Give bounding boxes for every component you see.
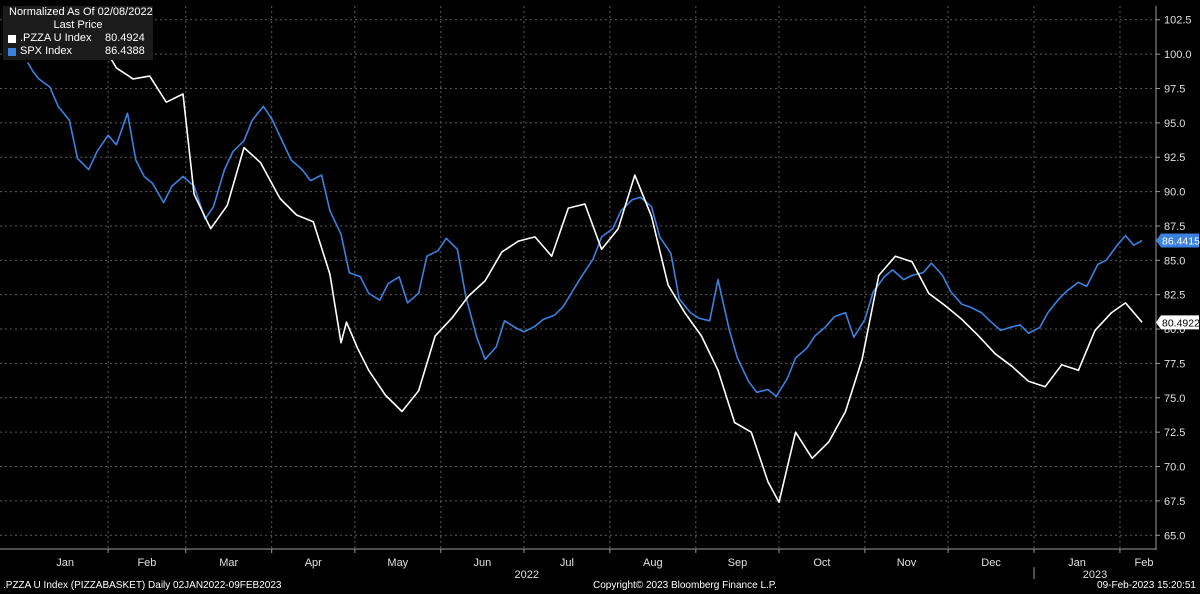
footer-timestamp: 09-Feb-2023 15:20:51 xyxy=(1097,580,1196,591)
tag-shape xyxy=(1156,315,1199,330)
y-tick-label: 72.5 xyxy=(1164,427,1185,439)
y-tick-label: 82.5 xyxy=(1164,290,1185,302)
last-price-tag-spx: 86.4415 xyxy=(1156,233,1200,248)
last-price-tag-pzza: 80.4922 xyxy=(1156,315,1200,330)
tag-label: 86.4415 xyxy=(1162,236,1200,248)
legend-swatch-pzza xyxy=(8,35,16,43)
x-month-label: May xyxy=(387,557,408,569)
x-month-label: Aug xyxy=(643,557,663,569)
chart-series xyxy=(27,53,1143,504)
x-month-label: Feb xyxy=(137,557,156,569)
last-price-tags: 80.4922 86.4415 xyxy=(1156,233,1200,330)
y-tick-label: 97.5 xyxy=(1164,83,1185,95)
legend-entry-spx[interactable]: SPX Index 86.4388 xyxy=(3,45,153,58)
legend-value-pzza: 80.4924 xyxy=(105,32,145,44)
x-month-label: Jun xyxy=(473,557,491,569)
series-line-spx xyxy=(27,61,1143,398)
y-tick-label: 95.0 xyxy=(1164,118,1185,130)
x-year-label: 2023 xyxy=(1083,569,1107,581)
x-month-label: Apr xyxy=(305,557,322,569)
y-tick-label: 92.5 xyxy=(1164,152,1185,164)
x-month-label: Feb xyxy=(1135,557,1154,569)
x-month-label: Nov xyxy=(897,557,917,569)
x-month-label: Dec xyxy=(981,557,1001,569)
chart-legend: Normalized As Of 02/08/2022 Last Price .… xyxy=(3,6,153,60)
tag-label: 80.4922 xyxy=(1162,317,1200,329)
x-month-label: Jul xyxy=(560,557,574,569)
y-tick-label: 77.5 xyxy=(1164,358,1185,370)
legend-entry-pzza[interactable]: .PZZA U Index 80.4924 xyxy=(3,32,153,45)
chart-grid xyxy=(0,6,1156,549)
y-tick-label: 70.0 xyxy=(1164,462,1185,474)
x-month-label: Oct xyxy=(813,557,830,569)
y-tick-label: 100.0 xyxy=(1164,49,1192,61)
x-axis: Jan Feb Mar Apr May Jun Jul Aug Sep Oct Nov Dec Jan F… xyxy=(0,548,1156,581)
legend-subheader: Last Price xyxy=(53,19,103,31)
x-year-label: 2022 xyxy=(514,569,538,581)
y-tick-label: 65.0 xyxy=(1164,530,1185,542)
x-month-label: Sep xyxy=(728,557,748,569)
legend-value-spx: 86.4388 xyxy=(105,45,145,57)
y-axis: 65.067.570.072.575.077.580.082.585.087.5… xyxy=(1155,6,1192,550)
legend-label-pzza: .PZZA U Index xyxy=(20,32,92,44)
tag-shape xyxy=(1156,233,1199,248)
y-tick-label: 102.5 xyxy=(1164,15,1192,27)
series-line-pzza xyxy=(107,53,1143,504)
legend-label-spx: SPX Index xyxy=(20,45,72,57)
y-tick-label: 67.5 xyxy=(1164,496,1185,508)
legend-header: Normalized As Of 02/08/2022 xyxy=(9,6,153,18)
y-tick-label: 85.0 xyxy=(1164,255,1185,267)
x-month-label: Mar xyxy=(219,557,238,569)
x-month-label: Jan xyxy=(1068,557,1086,569)
y-tick-label: 90.0 xyxy=(1164,187,1185,199)
x-month-label: Jan xyxy=(56,557,74,569)
y-tick-label: 75.0 xyxy=(1164,393,1185,405)
footer-ticker-info: .PZZA U Index (PIZZABASKET) Daily 02JAN2… xyxy=(3,580,282,591)
legend-swatch-spx xyxy=(8,48,16,56)
footer-copyright: Copyright© 2023 Bloomberg Finance L.P. xyxy=(593,580,777,591)
y-tick-label: 87.5 xyxy=(1164,221,1185,233)
